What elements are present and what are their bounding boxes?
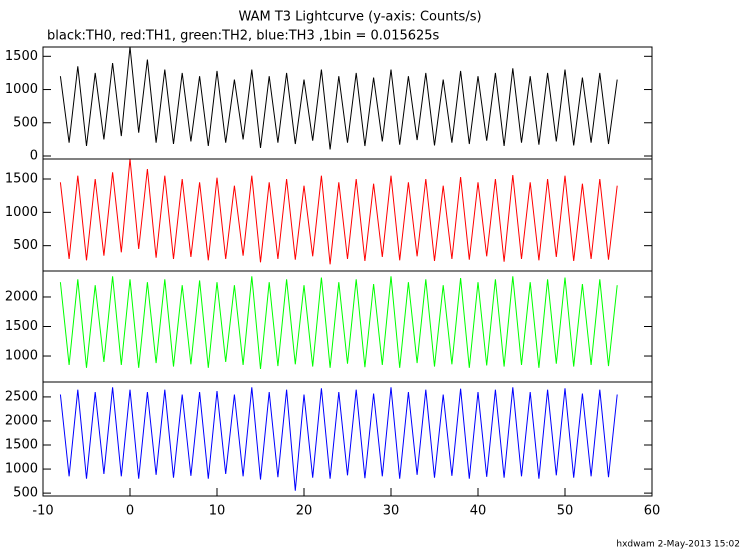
y-tick-label: 1500 [5, 438, 38, 453]
y-tick-label: 2500 [5, 389, 38, 404]
y-tick-label: 2000 [5, 413, 38, 428]
y-tick-label: 1000 [5, 349, 38, 364]
x-tick-label: 40 [470, 504, 487, 519]
y-tick-label: 500 [13, 115, 38, 130]
y-tick-label: 1500 [5, 172, 38, 187]
lightcurve [59, 276, 618, 370]
x-tick-label: 50 [557, 504, 574, 519]
y-tick-label: 2000 [5, 289, 38, 304]
y-tick-label: 500 [13, 238, 38, 253]
chart-title: WAM T3 Lightcurve (y-axis: Counts/s) [238, 10, 481, 25]
chart-subtitle: black:TH0, red:TH1, green:TH2, blue:TH3 … [47, 29, 440, 44]
x-tick-label: 10 [209, 504, 226, 519]
lightcurve [59, 387, 618, 491]
y-tick-label: 500 [13, 486, 38, 501]
y-tick-label: 1000 [5, 462, 38, 477]
x-tick-label: -10 [32, 504, 53, 519]
lightcurve [59, 159, 618, 265]
footer: hxdwam 2-May-2013 15:02 [616, 540, 740, 550]
panel-frame [42, 381, 653, 497]
y-tick-label: 1000 [5, 205, 38, 220]
y-tick-label: 0 [30, 149, 38, 164]
x-tick-label: 20 [296, 504, 313, 519]
lightcurve [59, 47, 618, 150]
y-tick-label: 1000 [5, 82, 38, 97]
x-tick-label: 0 [126, 504, 134, 519]
x-tick-label: 30 [383, 504, 400, 519]
y-tick-label: 1500 [5, 319, 38, 334]
y-tick-label: 1500 [5, 49, 38, 64]
x-tick-label: 60 [644, 504, 661, 519]
